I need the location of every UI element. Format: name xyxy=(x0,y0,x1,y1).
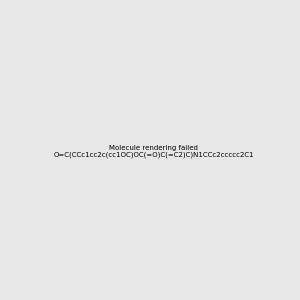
Text: Molecule rendering failed
O=C(CCc1cc2c(cc1OC)OC(=O)C(=C2)C)N1CCc2ccccc2C1: Molecule rendering failed O=C(CCc1cc2c(c… xyxy=(53,145,254,158)
